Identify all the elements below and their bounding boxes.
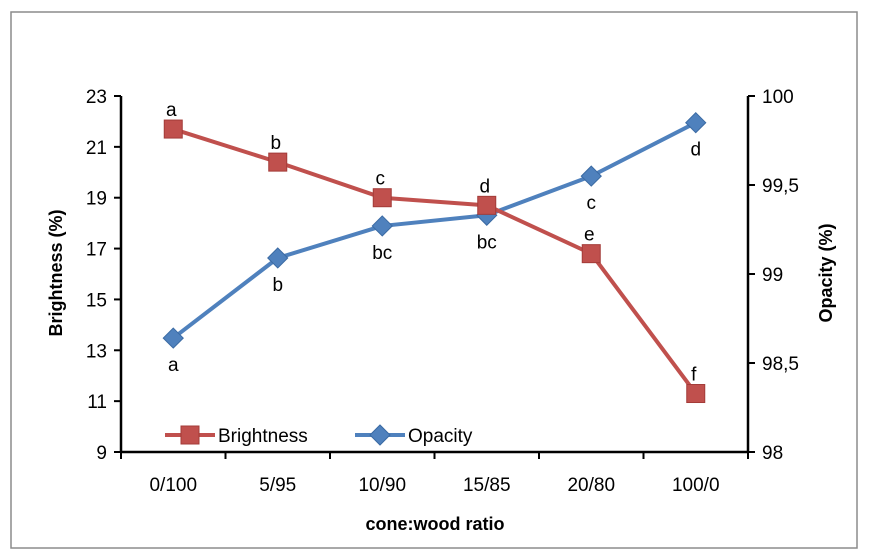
y2-tick-label: 99,5	[762, 176, 799, 197]
y2-tick-label: 98,5	[762, 354, 799, 375]
y-tick-label: 19	[86, 189, 107, 210]
y2-axis-title: Opacity (%)	[816, 223, 836, 322]
brightness-data-label: c	[376, 169, 386, 190]
y-tick-label: 13	[86, 341, 107, 362]
opacity-data-label: bc	[477, 232, 497, 253]
brightness-data-label: b	[270, 133, 281, 154]
legend: Brightness Opacity	[165, 424, 473, 447]
opacity-point	[162, 327, 184, 349]
brightness-data-label: d	[479, 176, 490, 197]
brightness-line	[172, 127, 698, 395]
opacity-line	[172, 120, 697, 340]
brightness-point	[686, 384, 706, 404]
brightness-data-label: e	[584, 225, 595, 246]
opacity-data-label: a	[168, 355, 179, 376]
opacity-data-label: bc	[372, 243, 392, 264]
brightness-data-label: a	[166, 100, 177, 121]
y-axis-title: Brightness (%)	[46, 209, 66, 336]
x-tick-label: 10/90	[358, 475, 406, 496]
y2-tick-label: 98	[762, 443, 783, 464]
opacity-legend-marker	[369, 424, 391, 446]
y-tick-label: 23	[86, 87, 107, 108]
brightness-point	[581, 244, 601, 264]
opacity-point	[685, 111, 707, 134]
opacity-data-label: b	[272, 275, 283, 296]
brightness-point	[163, 119, 183, 139]
y-tick-label: 9	[96, 443, 107, 464]
x-tick-label: 100/0	[672, 475, 720, 496]
opacity-legend-label: Opacity	[408, 426, 473, 447]
brightness-legend-label: Brightness	[218, 426, 308, 447]
axes: 9 11 13 15 17 19 21 23 98 98,5 99 99,5 100 0/100 5/95 1…	[86, 87, 799, 496]
x-tick-label: 20/80	[567, 475, 615, 496]
opacity-data-label: d	[690, 140, 701, 161]
opacity-point	[580, 165, 602, 187]
opacity-point	[371, 215, 393, 237]
y2-tick-label: 99	[762, 265, 783, 286]
brightness-legend-marker	[180, 425, 200, 445]
x-tick-label: 15/85	[463, 475, 511, 496]
x-tick-label: 0/100	[149, 475, 197, 496]
chart-border	[10, 11, 858, 549]
brightness-data-label: f	[691, 365, 697, 386]
brightness-point	[372, 188, 392, 208]
y-tick-label: 21	[86, 138, 107, 159]
y2-tick-label: 100	[762, 87, 794, 108]
y-tick-label: 17	[86, 240, 107, 261]
series-layer	[162, 111, 707, 404]
opacity-data-label: c	[587, 193, 597, 214]
x-tick-label: 5/95	[259, 475, 296, 496]
opacity-point	[267, 247, 289, 269]
y-tick-label: 11	[87, 392, 107, 413]
y-tick-label: 15	[86, 290, 107, 311]
brightness-point	[268, 152, 288, 172]
brightness-point	[477, 195, 497, 215]
x-axis-title: cone:wood ratio	[366, 514, 505, 534]
